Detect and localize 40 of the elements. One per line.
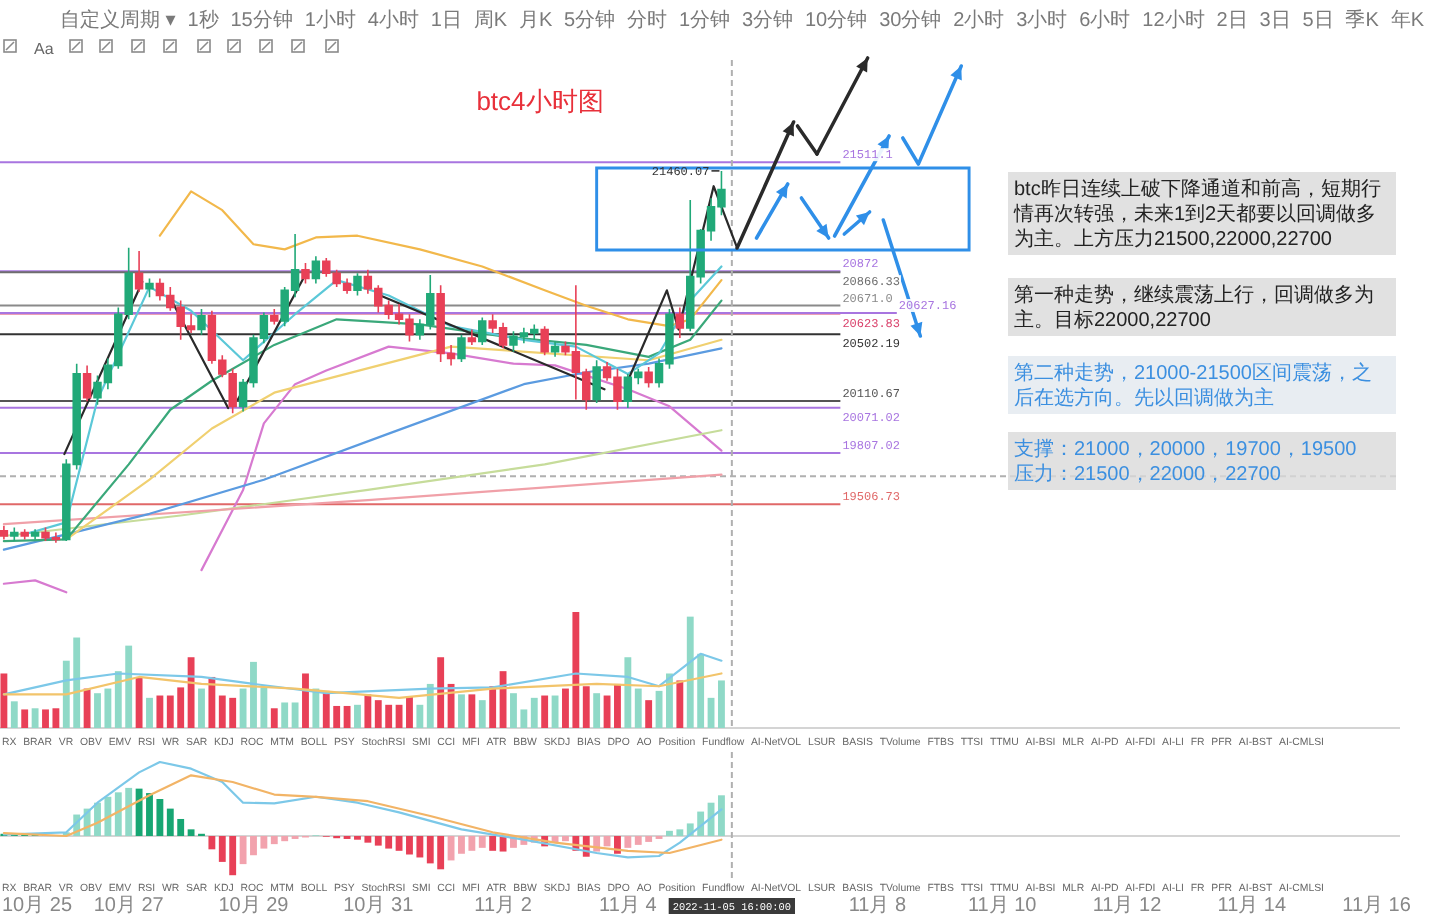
annotation: btc昨日连续上破下降通道和前高，短期行情再次转强，未来1到2天都要以回调做多为主。上方压力21500,22000,22700 — [1012, 177, 1381, 251]
text: 年K — [1390, 8, 1425, 32]
text: 季K — [1345, 8, 1380, 32]
text: 10分钟 — [805, 8, 868, 32]
x-tick-label: 11月 12 — [1092, 895, 1163, 914]
text: 2日 — [1216, 10, 1248, 32]
text: 4小时 — [367, 8, 419, 32]
x-tick-label: 10月 25 — [2, 895, 73, 914]
text: 5分钟 — [564, 8, 616, 32]
x-tick-label: 11月 16 — [1342, 895, 1412, 914]
text: 3日 — [1259, 10, 1291, 32]
text: 3小时 — [1016, 8, 1068, 32]
x-tick-label: 11月 8 — [848, 895, 908, 914]
text: 分时 — [627, 8, 668, 32]
x-tick-label: 10月 29 — [218, 895, 290, 914]
text: 30分钟 — [879, 8, 942, 32]
x-tick-label: 11月 14 — [1217, 895, 1287, 914]
text: 月K — [518, 10, 553, 32]
text: btc4小时图 — [476, 86, 604, 116]
text: 3分钟 — [742, 8, 794, 32]
text: Aa — [34, 40, 55, 58]
annotation: 支撑：21000，20000，19700，19500 压力：21500，22000，22700 — [1014, 437, 1358, 486]
x-tick-label: 11月 10 — [967, 895, 1038, 914]
text: 1分钟 — [678, 8, 731, 32]
x-tick-label: 10月 31 — [343, 895, 415, 914]
text: 周K — [473, 10, 508, 32]
annotation: 第二种走势，21000-21500区间震荡，之后在选方向。先以回调做为主 — [1014, 361, 1372, 410]
text: 1小时 — [304, 8, 356, 32]
text: 自定义周期 ▾ — [60, 8, 176, 32]
text: 1秒 — [187, 8, 219, 32]
text: 1日 — [430, 10, 462, 32]
x-tick-label: 10月 27 — [93, 895, 165, 914]
x-tick-label: 11月 2 — [474, 895, 533, 914]
text: 6小时 — [1079, 8, 1131, 32]
text: 15分钟 — [230, 8, 293, 32]
annotation: 第一种走势，继续震荡上行，回调做多为主。目标22000,22700 — [1014, 283, 1374, 332]
x-tick-label: 11月 4 — [599, 895, 658, 914]
text: 2小时 — [953, 8, 1005, 32]
text: 5日 — [1302, 10, 1334, 32]
text: 12小时 — [1142, 8, 1205, 32]
